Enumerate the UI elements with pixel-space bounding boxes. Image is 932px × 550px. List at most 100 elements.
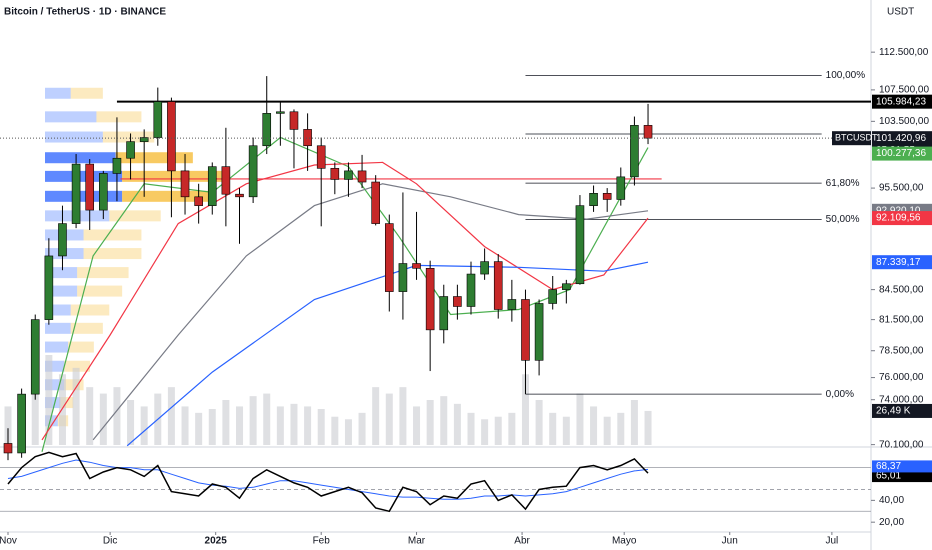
profile-up bbox=[45, 285, 78, 297]
profile-down bbox=[109, 210, 161, 222]
profile-down bbox=[64, 360, 90, 372]
volume-bar bbox=[535, 400, 543, 445]
candle-body bbox=[180, 170, 190, 198]
profile-up bbox=[45, 304, 71, 316]
volume-bar bbox=[617, 412, 625, 445]
candle-body bbox=[439, 296, 449, 331]
candle-body bbox=[167, 101, 176, 172]
volume-label: 26,49 K bbox=[876, 406, 911, 417]
volume-label-box bbox=[872, 403, 932, 418]
profile-up bbox=[45, 267, 78, 279]
volume-bar bbox=[413, 406, 421, 445]
candle-body bbox=[425, 267, 435, 331]
candle-body bbox=[630, 125, 639, 178]
rsi-label-box bbox=[872, 460, 932, 473]
profile-up bbox=[45, 397, 61, 409]
candle-body bbox=[153, 101, 163, 138]
profile-down bbox=[83, 229, 142, 241]
candle-body bbox=[17, 393, 26, 454]
volume-bar bbox=[467, 412, 475, 445]
ma-label: 92.920,10 bbox=[876, 205, 921, 216]
last-price-label: 101.420,96 bbox=[876, 133, 926, 144]
chart-title: Bitcoin / TetherUS · 1D · BINANCE bbox=[4, 7, 166, 18]
y-tick-label: 107.500,00 bbox=[879, 85, 929, 96]
volume-bar bbox=[304, 406, 312, 445]
volume-bar bbox=[549, 412, 557, 445]
volume-bar bbox=[127, 400, 135, 445]
candle-body bbox=[562, 283, 571, 290]
rsi-label: 68,37 bbox=[876, 461, 901, 472]
candle-body bbox=[548, 289, 558, 304]
candle-body bbox=[330, 168, 340, 180]
y-tick-label: 112.500,00 bbox=[879, 47, 929, 58]
profile-down bbox=[68, 341, 94, 353]
profile-down bbox=[102, 131, 155, 143]
candle-body bbox=[521, 299, 530, 361]
volume-bar bbox=[603, 416, 611, 445]
x-tick-label: Feb bbox=[313, 536, 331, 547]
y-tick-label: 76.000,00 bbox=[879, 372, 924, 383]
x-tick-label: Nov bbox=[0, 536, 17, 547]
candle-body bbox=[99, 173, 108, 211]
volume-bar bbox=[399, 387, 407, 445]
volume-bar bbox=[317, 409, 325, 445]
volume-bar bbox=[236, 406, 244, 445]
volume-bar bbox=[481, 419, 489, 445]
volume-bar bbox=[99, 393, 107, 445]
rsi-tick-label: 40,00 bbox=[879, 495, 904, 506]
ma-label-box bbox=[872, 255, 932, 270]
x-tick-label: Jun bbox=[722, 536, 738, 547]
volume-bar bbox=[576, 393, 584, 445]
profile-down bbox=[70, 87, 103, 99]
fib-label: 50,00% bbox=[826, 214, 860, 225]
profile-down bbox=[77, 267, 129, 279]
rsi-label: 65,01 bbox=[876, 471, 901, 482]
profile-down bbox=[77, 285, 123, 297]
profile-up bbox=[45, 131, 103, 143]
candle-body bbox=[616, 176, 626, 200]
volume-bar bbox=[453, 403, 461, 445]
volume-bar bbox=[222, 400, 230, 445]
candle-body bbox=[126, 141, 135, 159]
candle-body bbox=[398, 263, 408, 292]
volume-bar bbox=[344, 419, 352, 445]
candle-body bbox=[412, 263, 421, 269]
candle-body bbox=[248, 145, 258, 198]
candle-body bbox=[344, 170, 353, 180]
volume-bar bbox=[426, 400, 434, 445]
profile-up bbox=[45, 170, 123, 182]
symbol-box bbox=[832, 131, 871, 146]
volume-bar bbox=[45, 355, 53, 445]
hline-label-box bbox=[872, 94, 932, 109]
candle-body bbox=[30, 319, 40, 395]
volume-bar bbox=[644, 410, 652, 445]
x-tick-label: Jul bbox=[825, 536, 838, 547]
candle-body bbox=[221, 166, 231, 195]
profile-up bbox=[45, 152, 116, 164]
moving-average bbox=[92, 183, 649, 441]
volume-bar bbox=[276, 406, 284, 445]
candle-body bbox=[371, 181, 380, 224]
candle-body bbox=[357, 170, 367, 183]
volume-bar bbox=[494, 416, 502, 445]
fib-label: 0,00% bbox=[826, 389, 854, 400]
profile-down bbox=[83, 248, 142, 260]
ma-label-box bbox=[872, 211, 932, 226]
candle-body bbox=[194, 196, 203, 206]
candle-body bbox=[316, 145, 326, 169]
candle-body bbox=[85, 163, 95, 211]
profile-up bbox=[45, 341, 69, 353]
hline-label: 105.984,23 bbox=[876, 96, 926, 107]
candle-body bbox=[453, 296, 462, 307]
x-tick-label: 2025 bbox=[205, 536, 228, 547]
candle-body bbox=[207, 166, 217, 206]
candle-body bbox=[3, 443, 13, 454]
profile-up bbox=[45, 111, 97, 123]
profile-down bbox=[122, 190, 213, 202]
ma-label: 92.109,56 bbox=[876, 213, 921, 224]
volume-bar bbox=[195, 412, 203, 445]
candle-body bbox=[139, 137, 149, 142]
rsi-line bbox=[7, 451, 649, 513]
candle-body bbox=[112, 157, 122, 174]
profile-up bbox=[45, 360, 65, 372]
